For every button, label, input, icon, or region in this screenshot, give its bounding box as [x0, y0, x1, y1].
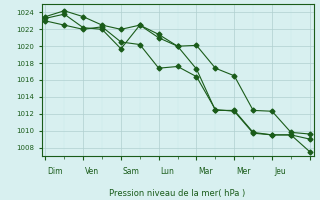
- Text: Pression niveau de la mer( hPa ): Pression niveau de la mer( hPa ): [109, 189, 246, 198]
- Text: Mer: Mer: [236, 167, 251, 176]
- Text: Dim: Dim: [47, 167, 63, 176]
- Text: Lun: Lun: [161, 167, 174, 176]
- Text: Sam: Sam: [123, 167, 140, 176]
- Text: Ven: Ven: [85, 167, 99, 176]
- Text: Jeu: Jeu: [274, 167, 286, 176]
- Text: Mar: Mar: [198, 167, 213, 176]
